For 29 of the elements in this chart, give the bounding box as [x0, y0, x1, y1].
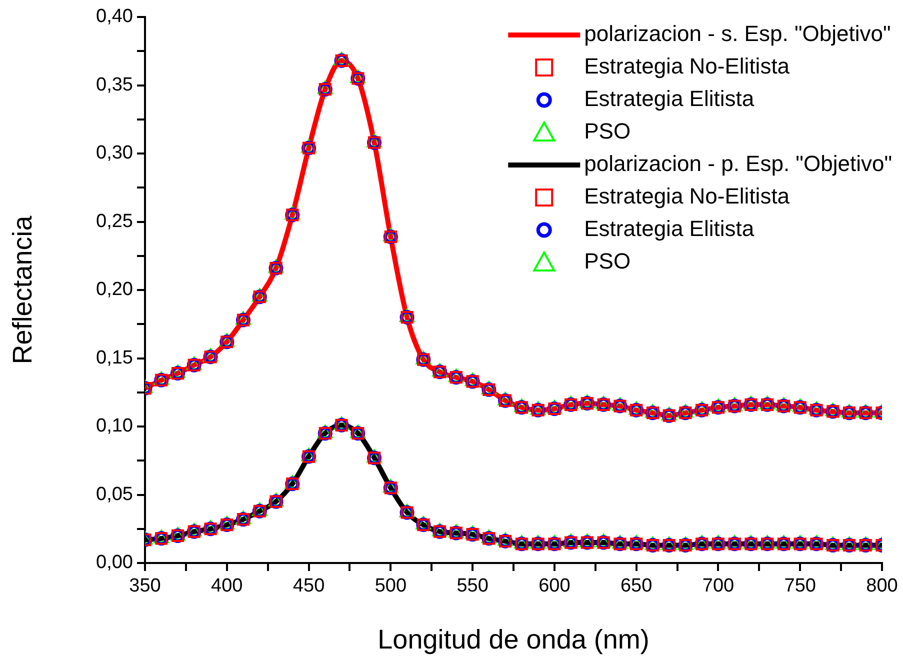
legend-label: polarizacion - s. Esp. "Objetivo" — [584, 21, 891, 46]
legend-label: PSO — [584, 118, 631, 144]
legend-label: Estrategia Elitista — [584, 216, 755, 242]
y-tick-label: 0,05 — [96, 484, 133, 505]
x-tick-label: 700 — [702, 576, 734, 597]
x-tick-label: 450 — [292, 576, 325, 597]
legend-label: Estrategia No-Elitista — [584, 184, 790, 209]
x-axis-title: Longitud de onda (nm) — [378, 624, 650, 654]
y-tick-label: 0,25 — [96, 210, 133, 232]
y-tick-label: 0,10 — [96, 416, 133, 437]
y-axis-title: Reflectancia — [8, 214, 38, 364]
x-tick-label: 650 — [620, 576, 652, 597]
legend-label: Estrategia Elitista — [584, 86, 755, 112]
legend-label: PSO — [584, 248, 631, 274]
y-tick-label: 0,20 — [96, 279, 133, 300]
y-tick-label: 0,40 — [96, 6, 133, 28]
x-tick-label: 500 — [374, 576, 407, 597]
legend-label: polarizacion - p. Esp. "Objetivo" — [584, 151, 892, 176]
y-tick-label: 0,15 — [96, 347, 133, 368]
y-tick-label: 0,30 — [96, 142, 133, 164]
x-tick-label: 800 — [866, 576, 898, 597]
x-tick-label: 750 — [784, 576, 816, 597]
x-tick-label: 550 — [456, 576, 488, 597]
legend-label: Estrategia No-Elitista — [584, 54, 790, 79]
y-tick-label: 0,35 — [96, 74, 133, 96]
x-tick-label: 400 — [211, 576, 243, 597]
x-tick-label: 600 — [538, 576, 570, 597]
x-tick-label: 350 — [129, 576, 161, 597]
y-tick-label: 0,00 — [96, 552, 133, 574]
